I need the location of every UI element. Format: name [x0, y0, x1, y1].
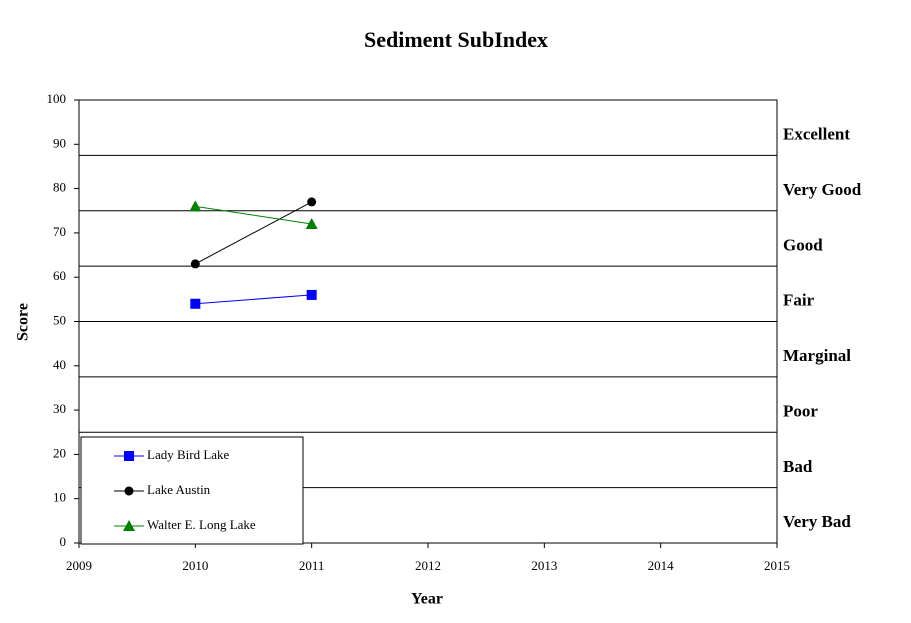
- series-line: [195, 201, 312, 265]
- data-point: [305, 218, 318, 230]
- band-label: Poor: [783, 401, 818, 420]
- data-point: [306, 289, 317, 300]
- chart-title: Sediment SubIndex: [364, 27, 548, 52]
- legend-label: Walter E. Long Lake: [147, 517, 256, 532]
- data-point: [189, 200, 202, 212]
- band-label: Good: [783, 235, 823, 254]
- y-tick-label: 100: [47, 91, 67, 106]
- legend-marker: [124, 486, 134, 496]
- band-label: Very Bad: [783, 512, 851, 531]
- x-tick-label: 2013: [531, 558, 557, 573]
- data-point: [190, 259, 200, 269]
- series-line: [195, 294, 312, 305]
- data-point: [307, 197, 317, 207]
- x-tick-label: 2015: [764, 558, 790, 573]
- x-tick-label: 2014: [648, 558, 675, 573]
- band-label: Fair: [783, 291, 815, 310]
- y-axis-label: Score: [15, 303, 32, 341]
- legend-marker: [124, 451, 134, 461]
- y-tick-label: 70: [53, 224, 66, 239]
- band-label: Marginal: [783, 346, 851, 365]
- legend-label: Lake Austin: [147, 482, 211, 497]
- legend-label: Lady Bird Lake: [147, 447, 230, 462]
- y-tick-label: 10: [53, 490, 66, 505]
- x-tick-label: 2010: [182, 558, 208, 573]
- band-label: Bad: [783, 457, 813, 476]
- data-point: [190, 298, 201, 309]
- y-tick-label: 80: [53, 180, 66, 195]
- x-tick-label: 2009: [66, 558, 92, 573]
- y-tick-label: 0: [60, 534, 67, 549]
- y-tick-label: 30: [53, 401, 66, 416]
- y-tick-label: 40: [53, 357, 66, 372]
- x-tick-label: 2011: [299, 558, 325, 573]
- y-tick-label: 90: [53, 135, 66, 150]
- x-axis-label: Year: [411, 591, 443, 608]
- band-label: Excellent: [783, 125, 850, 144]
- x-tick-label: 2012: [415, 558, 441, 573]
- y-tick-label: 60: [53, 268, 66, 283]
- y-tick-label: 20: [53, 445, 66, 460]
- legend-marker: [123, 520, 135, 531]
- series-line: [195, 205, 312, 225]
- y-tick-label: 50: [53, 312, 66, 327]
- band-label: Very Good: [783, 180, 862, 199]
